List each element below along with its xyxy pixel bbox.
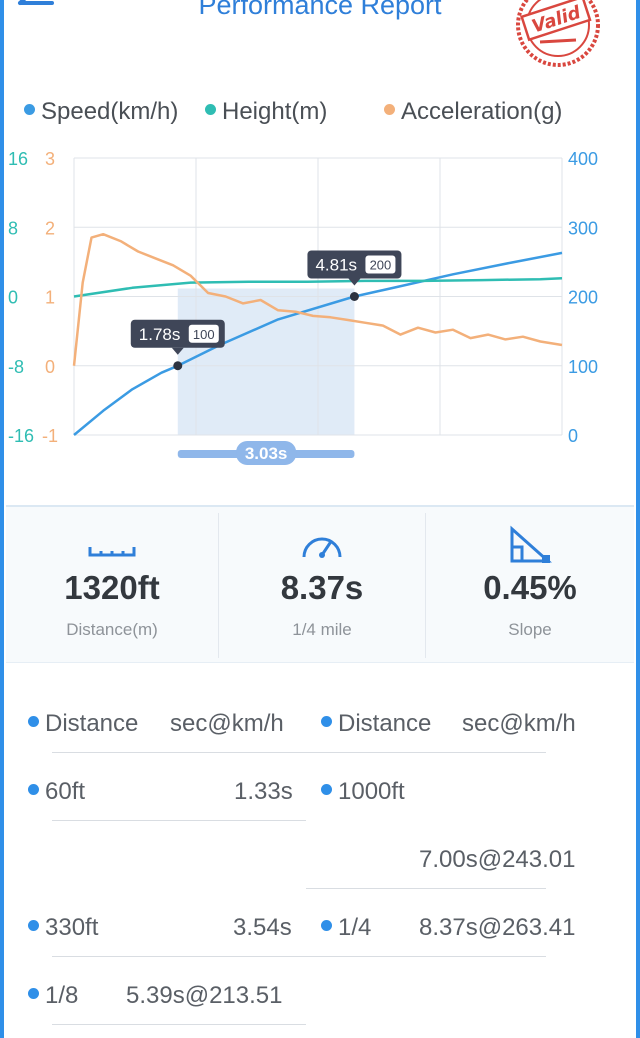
valid-stamp: Valid xyxy=(506,0,610,72)
table-value-330ft: 3.54s xyxy=(233,914,292,941)
marker-point xyxy=(173,361,183,371)
table-row-1000ft: 1000ft xyxy=(321,778,405,806)
left2-tick-label: -1 xyxy=(42,426,58,446)
right-tick-label: 200 xyxy=(568,288,598,308)
marker-speed-badge xyxy=(188,324,219,343)
bullet-icon xyxy=(321,716,332,728)
legend-speed-label: Speed(km/h) xyxy=(41,98,179,125)
bullet-icon xyxy=(28,920,39,932)
table-row-eighth: 1/8 xyxy=(28,982,78,1010)
stat-time-value: 8.37s xyxy=(280,569,364,606)
legend-acceleration-label: Acceleration(g) xyxy=(401,98,563,125)
interval-highlight xyxy=(177,288,355,435)
table-row-60ft: 60ft xyxy=(28,778,85,806)
legend-height[interactable]: Height(m) xyxy=(205,98,327,126)
left1-tick-label: 16 xyxy=(8,149,28,169)
row-divider xyxy=(306,752,546,753)
marker-speed-label: 100 xyxy=(193,327,215,342)
left2-tick-label: 3 xyxy=(45,149,55,169)
marker-tooltip-pointer xyxy=(171,347,184,355)
bullet-icon xyxy=(28,716,39,728)
table-value-quarter: 8.37s@263.41 xyxy=(419,914,576,941)
left-header-sec: sec@km/h xyxy=(170,710,284,737)
speedometer-icon xyxy=(219,525,425,565)
table-row-330ft: 330ft xyxy=(28,914,98,942)
stat-time-label: 1/4 mile xyxy=(292,620,352,639)
row-divider xyxy=(306,888,546,889)
right-tick-label: 400 xyxy=(568,149,598,169)
legend-height-label: Height(m) xyxy=(222,98,328,125)
marker-speed-label: 200 xyxy=(370,258,392,273)
header: Performance Report Valid xyxy=(0,0,640,67)
left1-tick-label: -8 xyxy=(8,357,24,377)
bullet-icon xyxy=(28,988,39,1000)
series-height-line xyxy=(73,277,563,298)
row-divider xyxy=(52,956,306,957)
back-arrow-icon xyxy=(18,0,54,5)
right-tick-label: 300 xyxy=(568,218,598,238)
acceleration-dot-icon xyxy=(384,104,395,116)
row-divider xyxy=(52,752,306,753)
summary-stats: 1320ft Distance(m) 8.37s 1/4 mile 0.45% … xyxy=(6,505,634,663)
right-frame-edge xyxy=(636,0,640,1038)
ruler-icon xyxy=(6,525,218,565)
performance-chart: 16 3 400 8 2 300 0 1 200 -8 0 100 -16 -1 0 1.78s 100 4.81… xyxy=(8,149,598,465)
right-tick-label: 0 xyxy=(568,426,578,446)
left1-tick-label: -16 xyxy=(8,426,34,446)
height-dot-icon xyxy=(205,104,216,116)
marker-time-label: 4.81s xyxy=(315,256,357,275)
stat-slope: 0.45% Slope xyxy=(426,507,634,662)
marker-tooltip-pointer xyxy=(348,278,361,286)
left2-tick-label: 2 xyxy=(45,218,55,238)
stat-quarter-mile: 8.37s 1/4 mile xyxy=(219,507,425,662)
table-row-quarter: 1/4 xyxy=(321,914,371,942)
left-header-distance: Distance xyxy=(28,710,138,738)
bullet-icon xyxy=(321,784,332,796)
right-header-distance: Distance xyxy=(321,710,431,738)
stat-distance-label: Distance(m) xyxy=(66,620,158,639)
interval-label: 3.03s xyxy=(245,444,288,463)
back-button[interactable] xyxy=(16,0,56,20)
stat-slope-value: 0.45% xyxy=(483,569,577,606)
interval-badge xyxy=(236,441,297,465)
row-divider xyxy=(52,820,306,821)
left2-tick-label: 0 xyxy=(45,357,55,377)
bullet-icon xyxy=(28,784,39,796)
row-divider xyxy=(52,1024,306,1025)
left-frame-edge xyxy=(0,0,4,1038)
legend-acceleration[interactable]: Acceleration(g) xyxy=(384,98,562,126)
right-tick-label: 100 xyxy=(568,357,598,377)
stat-distance: 1320ft Distance(m) xyxy=(6,507,218,662)
slope-icon xyxy=(426,525,634,565)
valid-stamp-icon: Valid xyxy=(516,0,600,67)
table-value-eighth: 5.39s@213.51 xyxy=(126,982,283,1009)
stat-slope-label: Slope xyxy=(508,620,552,639)
marker-speed-badge xyxy=(365,255,396,274)
left1-tick-label: 8 xyxy=(8,218,18,238)
series-speed-line xyxy=(73,251,563,436)
left2-tick-label: 1 xyxy=(45,288,55,308)
series-acceleration-line xyxy=(72,232,563,366)
left1-tick-label: 0 xyxy=(8,288,18,308)
marker-point xyxy=(349,292,359,301)
marker-time-label: 1.78s xyxy=(139,325,181,344)
legend-speed[interactable]: Speed(km/h) xyxy=(24,98,178,126)
page-title: Performance Report xyxy=(198,0,442,20)
stat-divider xyxy=(425,513,426,658)
bullet-icon xyxy=(321,920,332,932)
stat-divider xyxy=(218,513,219,658)
table-value-60ft: 1.33s xyxy=(234,778,293,805)
right-header-sec: sec@km/h xyxy=(462,710,576,737)
split-times-table: Distance sec@km/h Distance sec@km/h 60ft… xyxy=(0,660,640,1038)
stat-distance-value: 1320ft xyxy=(64,569,160,606)
speed-dot-icon xyxy=(24,104,35,116)
table-value-1000ft: 7.00s@243.01 xyxy=(419,846,576,873)
row-divider xyxy=(306,956,546,957)
